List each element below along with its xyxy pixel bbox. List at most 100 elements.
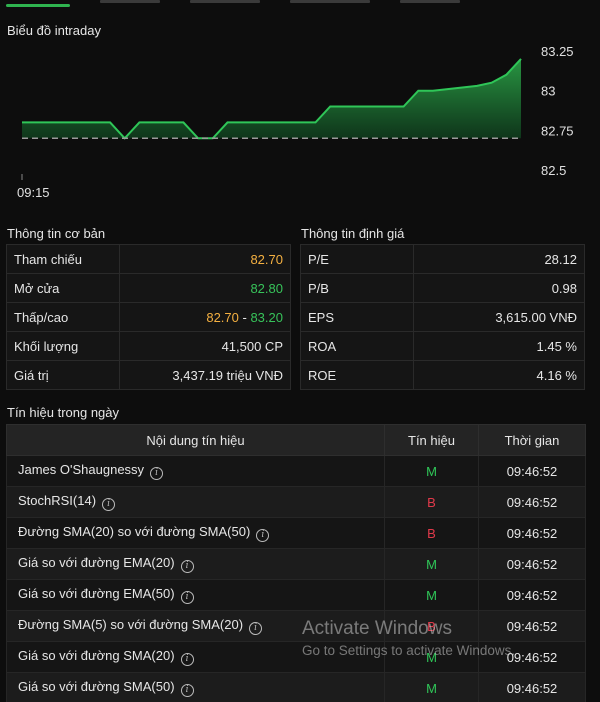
intraday-chart[interactable]: 83.25 83 82.75 82.5 09:15	[0, 38, 600, 208]
reference-label: Tham chiếu	[6, 244, 120, 274]
signal-name: Giá so với đường EMA(50)	[18, 586, 175, 601]
info-row: P/E 28.12	[300, 244, 585, 274]
info-circle-icon[interactable]: i	[150, 467, 164, 480]
basic-info-title: Thông tin cơ bản	[7, 226, 106, 241]
signals-body: James O'Shaugnessy i M 09:46:52 StochRSI(14)…	[6, 455, 586, 702]
info-row: EPS 3,615.00 VNĐ	[300, 302, 585, 332]
signal-value: M	[384, 641, 479, 673]
signal-name: Đường SMA(5) so với đường SMA(20)	[18, 617, 244, 632]
signal-row[interactable]: Đường SMA(20) so với đường SMA(50) i B 09:4…	[6, 517, 586, 549]
signal-time: 09:46:52	[478, 455, 586, 487]
active-tab-indicator[interactable]	[6, 4, 70, 7]
info-row: Giá trị 3,437.19 triệu VNĐ	[6, 360, 291, 390]
basic-info-table: Tham chiếu 82.70 Mở cửa 82.80 Thấp/cao 8…	[6, 244, 291, 390]
info-row: Thấp/cao 82.70 - 83.20	[6, 302, 291, 332]
signals-header-row: Nội dung tín hiệu Tín hiệu Thời gian	[6, 424, 586, 456]
signal-name: Giá so với đường EMA(20)	[18, 555, 175, 570]
signal-row[interactable]: StochRSI(14) i B 09:46:52	[6, 486, 586, 518]
signal-name: StochRSI(14)	[18, 493, 97, 508]
signal-name-cell: Giá so với đường EMA(20) i	[6, 548, 385, 580]
signal-row[interactable]: Giá so với đường EMA(50) i M 09:46:52	[6, 579, 586, 611]
signal-value: B	[384, 610, 479, 642]
tab-ghost[interactable]	[290, 0, 370, 3]
signal-time: 09:46:52	[478, 517, 586, 549]
roe-value: 4.16 %	[413, 360, 585, 390]
range-value: 82.70 - 83.20	[119, 302, 291, 332]
signal-row[interactable]: Giá so với đường EMA(20) i M 09:46:52	[6, 548, 586, 580]
signal-value: M	[384, 579, 479, 611]
low-value: 82.70	[206, 309, 239, 325]
y-tick-label: 83	[541, 84, 555, 99]
signal-time: 09:46:52	[478, 610, 586, 642]
header-content[interactable]: Nội dung tín hiệu	[6, 424, 385, 456]
signal-row[interactable]: Giá so với đường SMA(20) i M 09:46:52	[6, 641, 586, 673]
signal-name-cell: Giá so với đường SMA(20) i	[6, 641, 385, 673]
pe-label: P/E	[300, 244, 414, 274]
signal-name-cell: Đường SMA(5) so với đường SMA(20) i	[6, 610, 385, 642]
signal-value: M	[384, 672, 479, 702]
roa-value: 1.45 %	[413, 331, 585, 361]
info-circle-icon[interactable]: i	[180, 684, 194, 697]
signal-time: 09:46:52	[478, 641, 586, 673]
signal-name-cell: Giá so với đường SMA(50) i	[6, 672, 385, 702]
y-tick-label: 82.5	[541, 163, 566, 178]
signal-name: Giá so với đường SMA(50)	[18, 679, 175, 694]
y-tick-label: 82.75	[541, 123, 574, 138]
signal-name-cell: StochRSI(14) i	[6, 486, 385, 518]
signal-value: B	[384, 517, 479, 549]
signal-name-cell: James O'Shaugnessy i	[6, 455, 385, 487]
high-value: 83.20	[250, 309, 283, 325]
signal-value: M	[384, 455, 479, 487]
info-circle-icon[interactable]: i	[256, 529, 270, 542]
info-circle-icon[interactable]: i	[180, 653, 194, 666]
y-tick-label: 83.25	[541, 44, 574, 59]
tab-ghost[interactable]	[400, 0, 460, 3]
range-label: Thấp/cao	[6, 302, 120, 332]
tab-ghost[interactable]	[100, 0, 160, 3]
signal-time: 09:46:52	[478, 548, 586, 580]
range-separator: -	[238, 309, 251, 325]
signal-name: James O'Shaugnessy	[18, 462, 145, 477]
header-time[interactable]: Thời gian	[478, 424, 586, 456]
signal-row[interactable]: Giá so với đường SMA(50) i M 09:46:52	[6, 672, 586, 702]
signal-value: B	[384, 486, 479, 518]
signal-name-cell: Giá so với đường EMA(50) i	[6, 579, 385, 611]
info-row: ROE 4.16 %	[300, 360, 585, 390]
open-label: Mở cửa	[6, 273, 120, 303]
pe-value: 28.12	[413, 244, 585, 274]
signal-time: 09:46:52	[478, 486, 586, 518]
eps-label: EPS	[300, 302, 414, 332]
signal-name-cell: Đường SMA(20) so với đường SMA(50) i	[6, 517, 385, 549]
signal-time: 09:46:52	[478, 579, 586, 611]
info-circle-icon[interactable]: i	[249, 622, 263, 635]
open-value: 82.80	[119, 273, 291, 303]
roa-label: ROA	[300, 331, 414, 361]
volume-label: Khối lượng	[6, 331, 120, 361]
signal-row[interactable]: James O'Shaugnessy i M 09:46:52	[6, 455, 586, 487]
roe-label: ROE	[300, 360, 414, 390]
info-circle-icon[interactable]: i	[180, 591, 194, 604]
signals-title: Tín hiệu trong ngày	[7, 405, 120, 420]
valuation-info-table: P/E 28.12 P/B 0.98 EPS 3,615.00 VNĐ ROA …	[300, 244, 585, 390]
price-line	[22, 58, 522, 140]
volume-value: 41,500 CP	[119, 331, 291, 361]
info-row: Mở cửa 82.80	[6, 273, 291, 303]
price-area	[22, 58, 521, 139]
info-row: Khối lượng 41,500 CP	[6, 331, 291, 361]
value-value: 3,437.19 triệu VNĐ	[119, 360, 291, 390]
signal-value: M	[384, 548, 479, 580]
signals-table: Nội dung tín hiệu Tín hiệu Thời gian Jam…	[6, 424, 586, 702]
x-tick-label: 09:15	[17, 185, 50, 200]
top-tab-strip	[0, 0, 600, 10]
signal-name: Đường SMA(20) so với đường SMA(50)	[18, 524, 251, 539]
header-signal[interactable]: Tín hiệu	[384, 424, 479, 456]
signal-time: 09:46:52	[478, 672, 586, 702]
pb-value: 0.98	[413, 273, 585, 303]
tab-ghost[interactable]	[190, 0, 260, 3]
info-row: ROA 1.45 %	[300, 331, 585, 361]
signal-row[interactable]: Đường SMA(5) so với đường SMA(20) i B 09:46…	[6, 610, 586, 642]
info-circle-icon[interactable]: i	[102, 498, 116, 511]
chart-title: Biểu đồ intraday	[7, 23, 101, 38]
pb-label: P/B	[300, 273, 414, 303]
info-circle-icon[interactable]: i	[180, 560, 194, 573]
